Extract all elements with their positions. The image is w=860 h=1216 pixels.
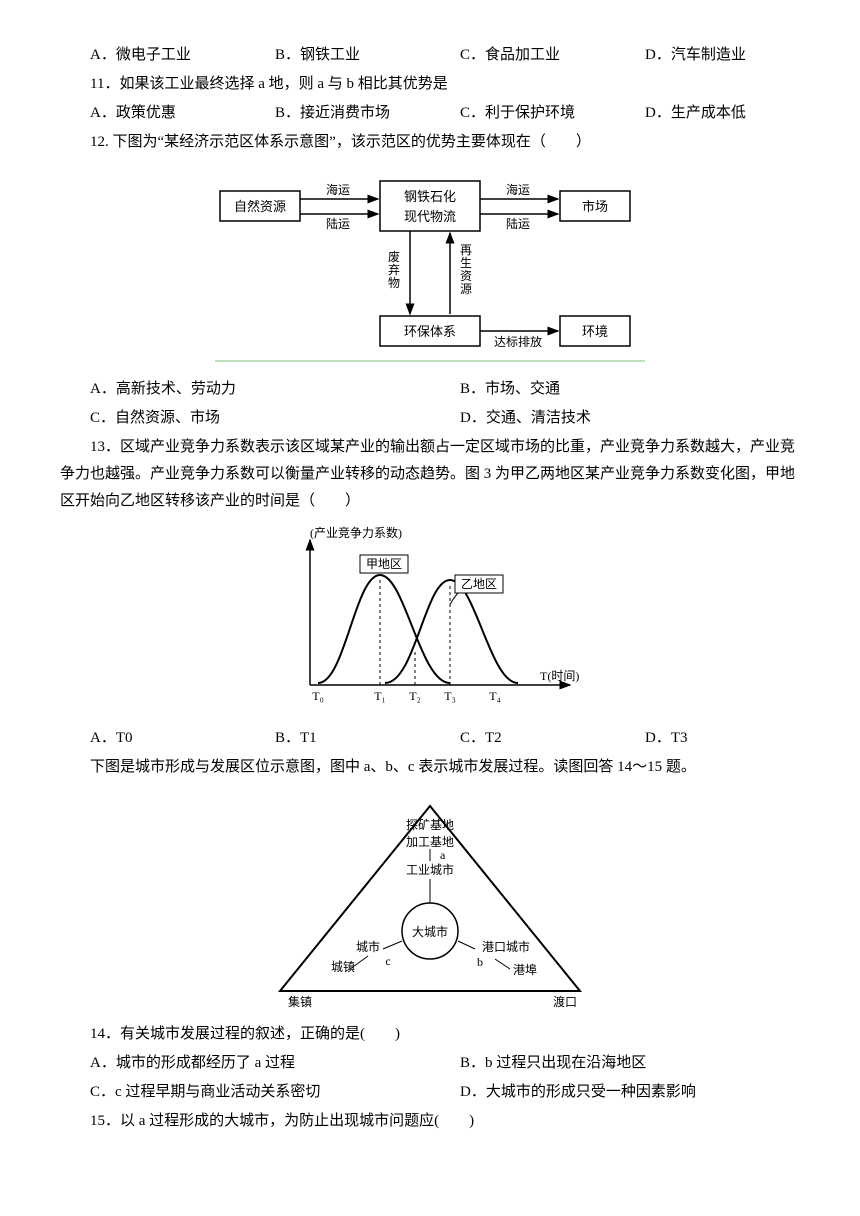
q13-t2: T₂	[409, 689, 421, 703]
box-envr: 环境	[582, 324, 608, 339]
q14-a: A．城市的形成都经历了 a 过程	[60, 1050, 430, 1077]
q13-c: C．T2	[430, 725, 615, 752]
tri-jizhen: 集镇	[288, 994, 312, 1009]
tri-c: c	[385, 954, 390, 968]
q11-options: A．政策优惠 B．接近消费市场 C．利于保护环境 D．生产成本低	[60, 100, 800, 127]
tri-town: 城镇	[331, 960, 355, 974]
q12-a: A．高新技术、劳动力	[60, 376, 430, 403]
q13-chart: (产业竞争力系数) T(时间) T₀ T₁ T₂ T₃ T₄ 甲地区 乙地区	[60, 525, 800, 715]
q13-d: D．T3	[615, 725, 800, 752]
edge-luyun2: 陆运	[506, 216, 530, 231]
q13-ylab: (产业竞争力系数)	[310, 525, 402, 540]
tri-gangbu: 港埠	[513, 963, 537, 977]
box-market: 市场	[582, 199, 608, 214]
q10-d: D．汽车制造业	[615, 42, 800, 69]
q14-row2: C．c 过程早期与商业活动关系密切 D．大城市的形成只受一种因素影响	[60, 1079, 800, 1106]
edge-emit: 达标排放	[494, 334, 542, 349]
q13-t1: T₁	[374, 689, 386, 703]
q13-t0: T₀	[312, 689, 324, 703]
q13-xlab: T(时间)	[540, 669, 579, 683]
box-steel2: 现代物流	[404, 209, 456, 224]
q13-b: B．T1	[245, 725, 430, 752]
q10-b: B．钢铁工业	[245, 42, 430, 69]
q10-c: C．食品加工业	[430, 42, 615, 69]
box-env: 环保体系	[404, 324, 456, 339]
q12-options-row1: A．高新技术、劳动力 B．市场、交通	[60, 376, 800, 403]
q11-c: C．利于保护环境	[430, 100, 615, 127]
edge-luyun1: 陆运	[326, 216, 350, 231]
edge-waste: 废弃物	[388, 249, 400, 290]
q14-d: D．大城市的形成只受一种因素影响	[430, 1079, 800, 1106]
q14-stem: 14．有关城市发展过程的叙述，正确的是( )	[60, 1021, 800, 1048]
q12-stem: 12. 下图为“某经济示范区体系示意图”，该示范区的优势主要体现在（ ）	[60, 129, 800, 156]
tri-b: b	[477, 955, 483, 969]
tri-top3: 工业城市	[406, 862, 454, 877]
q12-b: B．市场、交通	[430, 376, 800, 403]
q11-d: D．生产成本低	[615, 100, 800, 127]
q13-a: A．T0	[60, 725, 245, 752]
box-steel1: 钢铁石化	[404, 189, 456, 204]
q13-yi: 乙地区	[461, 577, 497, 591]
tri-portcity: 港口城市	[482, 939, 530, 954]
q10-a: A．微电子工业	[60, 42, 245, 69]
tri-dukou: 渡口	[553, 994, 577, 1009]
tri-top2: 加工基地	[406, 835, 454, 849]
box-nat: 自然资源	[234, 199, 286, 214]
q11-a: A．政策优惠	[60, 100, 245, 127]
q10-options: A．微电子工业 B．钢铁工业 C．食品加工业 D．汽车制造业	[60, 42, 800, 69]
q13-t3: T₃	[444, 689, 456, 703]
q14-b: B．b 过程只出现在沿海地区	[430, 1050, 800, 1077]
q15-stem: 15．以 a 过程形成的大城市，为防止出现城市问题应( )	[60, 1108, 800, 1135]
edge-haiyun2: 海运	[506, 182, 530, 197]
tri-a: a	[440, 848, 446, 862]
q14-row1: A．城市的形成都经历了 a 过程 B．b 过程只出现在沿海地区	[60, 1050, 800, 1077]
q14-c: C．c 过程早期与商业活动关系密切	[60, 1079, 430, 1106]
q12-c: C．自然资源、市场	[60, 405, 430, 432]
q13-stem: 13．区域产业竞争力系数表示该区域某产业的输出额占一定区域市场的比重，产业竞争力…	[60, 434, 800, 515]
edge-recycle: 再生资源	[460, 243, 472, 296]
edge-haiyun1: 海运	[326, 182, 350, 197]
tri-center: 大城市	[412, 924, 448, 939]
intro-1415: 下图是城市形成与发展区位示意图，图中 a、b、c 表示城市发展过程。读图回答 1…	[60, 754, 800, 781]
tri-top1: 探矿基地	[406, 818, 454, 832]
q12-options-row2: C．自然资源、市场 D．交通、清洁技术	[60, 405, 800, 432]
q11-b: B．接近消费市场	[245, 100, 430, 127]
q11-stem: 11．如果该工业最终选择 a 地，则 a 与 b 相比其优势是	[60, 71, 800, 98]
tri-city: 城市	[356, 939, 380, 954]
q13-jia: 甲地区	[366, 557, 402, 571]
q13-options: A．T0 B．T1 C．T2 D．T3	[60, 725, 800, 752]
tri-diagram: 大城市 探矿基地 加工基地 a 工业城市 城市 c 城镇 集镇 港口城市 b 港…	[60, 791, 800, 1011]
q13-t4: T₄	[489, 689, 501, 703]
q12-d: D．交通、清洁技术	[430, 405, 800, 432]
q12-diagram: 自然资源 钢铁石化 现代物流 市场 海运 陆运 海运 陆运 环保体系 环境 废弃…	[60, 166, 800, 366]
